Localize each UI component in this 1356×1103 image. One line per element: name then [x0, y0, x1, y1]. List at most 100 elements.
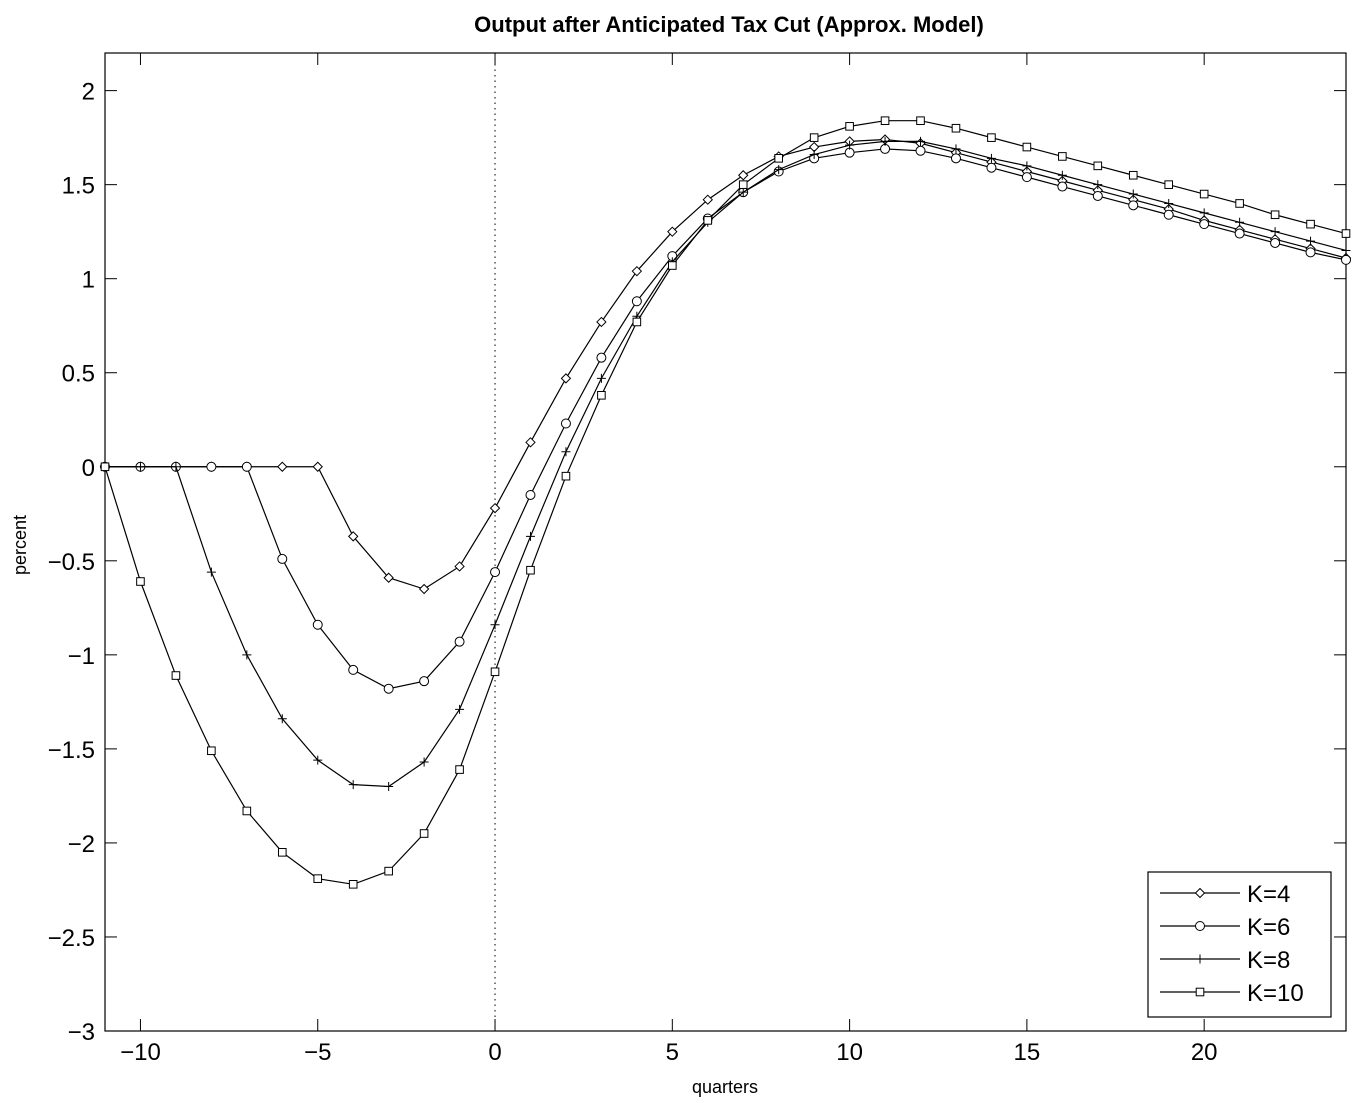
data-point	[1235, 217, 1245, 227]
data-point	[809, 150, 819, 160]
data-point	[668, 261, 677, 270]
data-point	[1199, 219, 1210, 230]
data-point	[1093, 161, 1103, 171]
data-point	[916, 116, 925, 126]
data-point	[490, 620, 500, 630]
legend-label: K=8	[1247, 947, 1290, 974]
legend-marker	[1195, 987, 1205, 997]
legend-marker	[1194, 887, 1206, 899]
y-tick-label: −2	[68, 831, 95, 858]
data-point	[277, 461, 288, 472]
data-point	[455, 704, 465, 714]
data-point	[171, 671, 181, 680]
data-point	[845, 122, 854, 131]
data-point	[631, 265, 643, 277]
data-point	[915, 145, 926, 156]
data-point	[455, 765, 464, 774]
data-point	[1163, 209, 1174, 220]
x-tick-label: 0	[488, 1039, 501, 1066]
data-point	[348, 780, 358, 790]
data-point	[1341, 229, 1351, 238]
data-point	[347, 531, 359, 542]
data-point	[845, 140, 855, 150]
plot-frame	[104, 52, 1347, 1032]
data-point	[1199, 208, 1209, 218]
data-point	[384, 866, 393, 876]
data-point	[312, 461, 323, 472]
series-line	[105, 148, 1347, 690]
series-line	[105, 140, 1347, 788]
y-tick-label: −1	[68, 643, 95, 670]
data-point	[489, 502, 501, 514]
data-point	[596, 316, 607, 328]
data-point	[596, 373, 606, 383]
x-tick-label: 15	[1014, 1039, 1041, 1066]
series-line	[104, 120, 1347, 885]
data-point	[738, 180, 748, 189]
data-point	[738, 187, 748, 197]
data-point	[490, 567, 501, 578]
data-point	[206, 461, 217, 472]
data-point	[419, 757, 429, 767]
data-point	[277, 553, 288, 564]
y-tick-label: 0.5	[62, 361, 95, 388]
data-point	[880, 116, 890, 126]
y-tick-label: 1.5	[62, 173, 95, 200]
data-point	[1164, 198, 1174, 208]
data-point	[1058, 152, 1067, 161]
data-point	[631, 296, 642, 307]
data-point	[525, 437, 536, 448]
data-point	[738, 170, 749, 181]
data-point	[667, 226, 678, 237]
data-point	[1270, 237, 1281, 248]
legend-box	[1147, 871, 1332, 1018]
y-tick-label: −3	[68, 1019, 95, 1046]
data-point	[171, 462, 181, 472]
data-point	[313, 755, 323, 765]
data-point	[561, 471, 571, 481]
legend-label: K=6	[1247, 914, 1290, 941]
x-tick-label: −10	[120, 1039, 161, 1066]
data-point	[1128, 170, 1138, 180]
data-point	[1235, 199, 1244, 208]
data-point	[1305, 247, 1316, 258]
data-point	[136, 577, 145, 586]
y-axis-label: percent	[10, 515, 30, 575]
data-point	[277, 848, 287, 857]
data-point	[242, 650, 252, 660]
x-tick-label: 20	[1191, 1039, 1218, 1066]
data-point	[312, 619, 323, 630]
data-point	[703, 216, 713, 225]
data-point	[632, 317, 642, 327]
data-point	[561, 447, 571, 457]
data-point	[1270, 210, 1280, 220]
x-tick-label: 10	[836, 1039, 863, 1066]
data-point	[242, 806, 252, 816]
data-point	[1022, 161, 1032, 171]
data-point	[1270, 227, 1280, 237]
data-point	[348, 664, 359, 675]
legend-label: K=4	[1247, 881, 1290, 908]
data-point	[987, 133, 996, 142]
y-tick-label: 2	[82, 79, 95, 106]
data-point	[951, 123, 961, 133]
data-point	[241, 461, 252, 472]
plot-area: −10 −5 0 5 10 15 20 −3 −2.5 −2 −1.5 −1 −0.5 0 0.5 1 1.5 2…	[48, 52, 1352, 1066]
data-point	[135, 462, 145, 472]
legend: K=4 K=6 K=8 K=10	[1147, 871, 1332, 1018]
x-tick-label: −5	[304, 1039, 331, 1066]
data-point	[277, 714, 287, 724]
legend-marker	[1195, 921, 1205, 931]
data-point	[1341, 254, 1351, 265]
y-tick-label: −2.5	[48, 925, 95, 952]
data-point	[1057, 181, 1068, 192]
data-point	[1021, 172, 1032, 183]
data-point	[1199, 189, 1209, 199]
data-point	[1306, 219, 1315, 229]
data-point	[525, 489, 536, 500]
data-point	[774, 165, 784, 175]
data-point	[1093, 180, 1103, 190]
y-tick-label: 0	[82, 455, 95, 482]
data-point	[1057, 170, 1067, 180]
legend-label: K=10	[1247, 980, 1304, 1007]
